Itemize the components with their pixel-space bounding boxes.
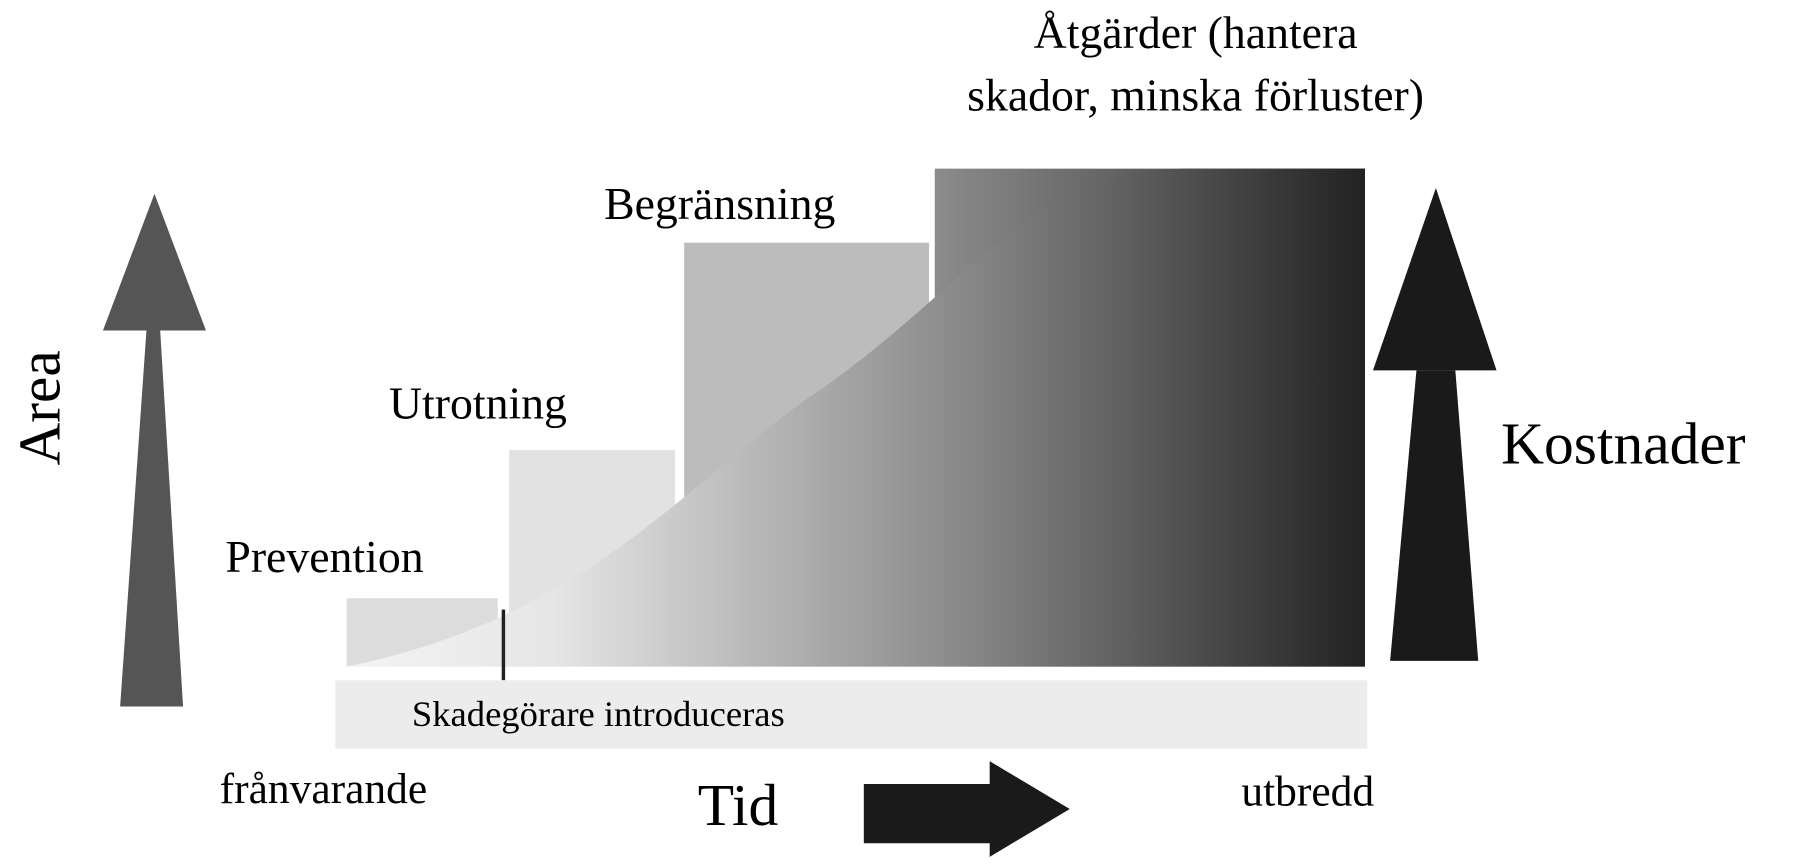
stage-label: Prevention [225, 531, 423, 582]
end-label: utbredd [1241, 767, 1374, 815]
baseline-bar [335, 680, 1368, 749]
stage-label: skador, minska förluster) [967, 70, 1424, 121]
cost-arrow-head [1372, 188, 1497, 371]
start-label: frånvarande [220, 765, 428, 813]
area-arrow-head [102, 193, 206, 331]
spread-curve [346, 168, 1365, 667]
stage-label: Begränsning [604, 178, 835, 229]
area-label: Area [6, 350, 72, 465]
baseline-label: Skadegörare introduceras [412, 693, 785, 734]
stage-label: Åtgärder (hantera [1034, 7, 1358, 58]
area-arrow-shaft [120, 330, 184, 707]
cost-arrow-shaft [1390, 370, 1479, 661]
time-arrow [863, 761, 1070, 857]
time-label: Tid [698, 772, 779, 838]
cost-label: Kostnader [1501, 411, 1746, 477]
stage-label: Utrotning [389, 377, 567, 428]
